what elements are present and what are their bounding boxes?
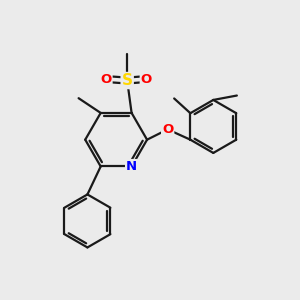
Text: S: S: [122, 73, 133, 88]
Text: O: O: [162, 123, 173, 136]
Text: O: O: [141, 73, 152, 85]
Text: N: N: [126, 160, 137, 173]
Text: O: O: [100, 73, 112, 85]
